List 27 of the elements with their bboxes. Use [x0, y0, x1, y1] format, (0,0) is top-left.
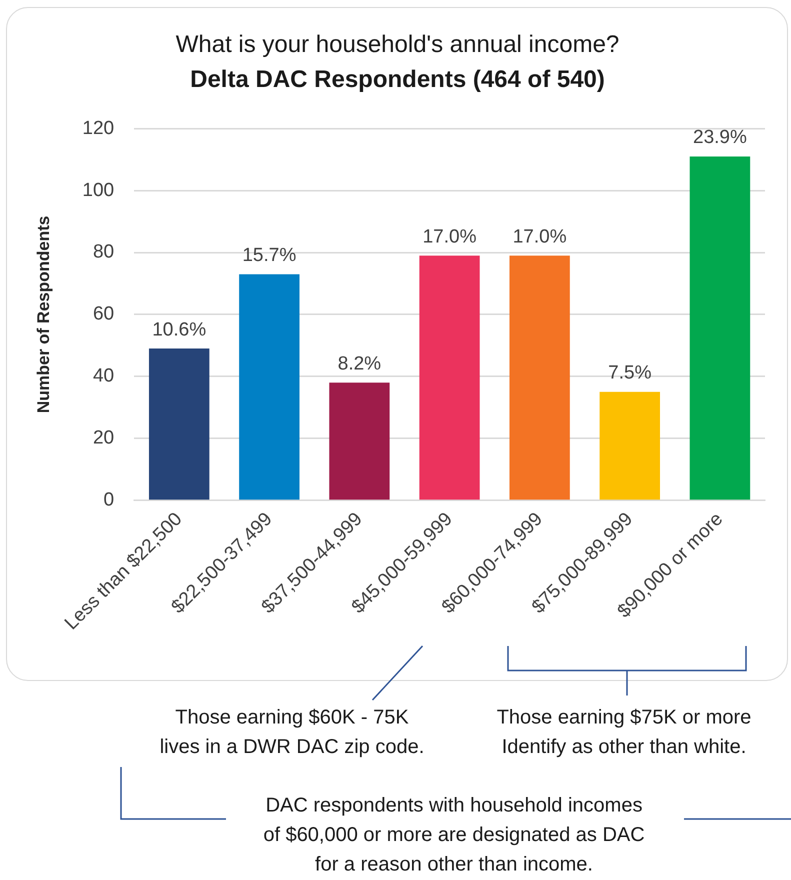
annotation: 17.0% [422, 226, 477, 248]
y-tick-label: 120 [82, 118, 114, 139]
y-tick-label: 40 [92, 366, 114, 387]
text: Those earning $75K or more Identify as other than white. [496, 706, 752, 758]
annotation: 23.9% [693, 127, 747, 148]
chart-title: What is your household's annual income? [176, 31, 620, 58]
y-tick-label: 100 [82, 180, 114, 201]
annotation: 7.5% [608, 362, 652, 384]
bar [239, 274, 300, 500]
annotation: 10.6% [152, 319, 206, 340]
bar [148, 348, 210, 500]
annotation: 17.0% [512, 226, 567, 248]
bar [509, 256, 570, 500]
y-axis-title: Number of Respondents [34, 216, 53, 414]
bar [690, 156, 750, 500]
annotation: 8.2% [338, 353, 382, 374]
bar [600, 392, 660, 500]
y-tick-label: 20 [92, 428, 114, 449]
text: DAC respondents with household incomes of $60,000 or more are designated as DAC for a reason other than income. [263, 794, 645, 876]
annotation: 15.7% [242, 244, 296, 266]
text: Those earning $60K - 75K lives in a DWR DAC zip code. [160, 706, 424, 758]
y-tick-label: 80 [92, 242, 114, 263]
y-tick-label: 0 [104, 490, 114, 511]
bar [419, 256, 480, 500]
y-tick-label: 60 [92, 304, 114, 325]
bar [329, 382, 390, 500]
chart-subtitle: Delta DAC Respondents (464 of 540) [190, 66, 605, 93]
